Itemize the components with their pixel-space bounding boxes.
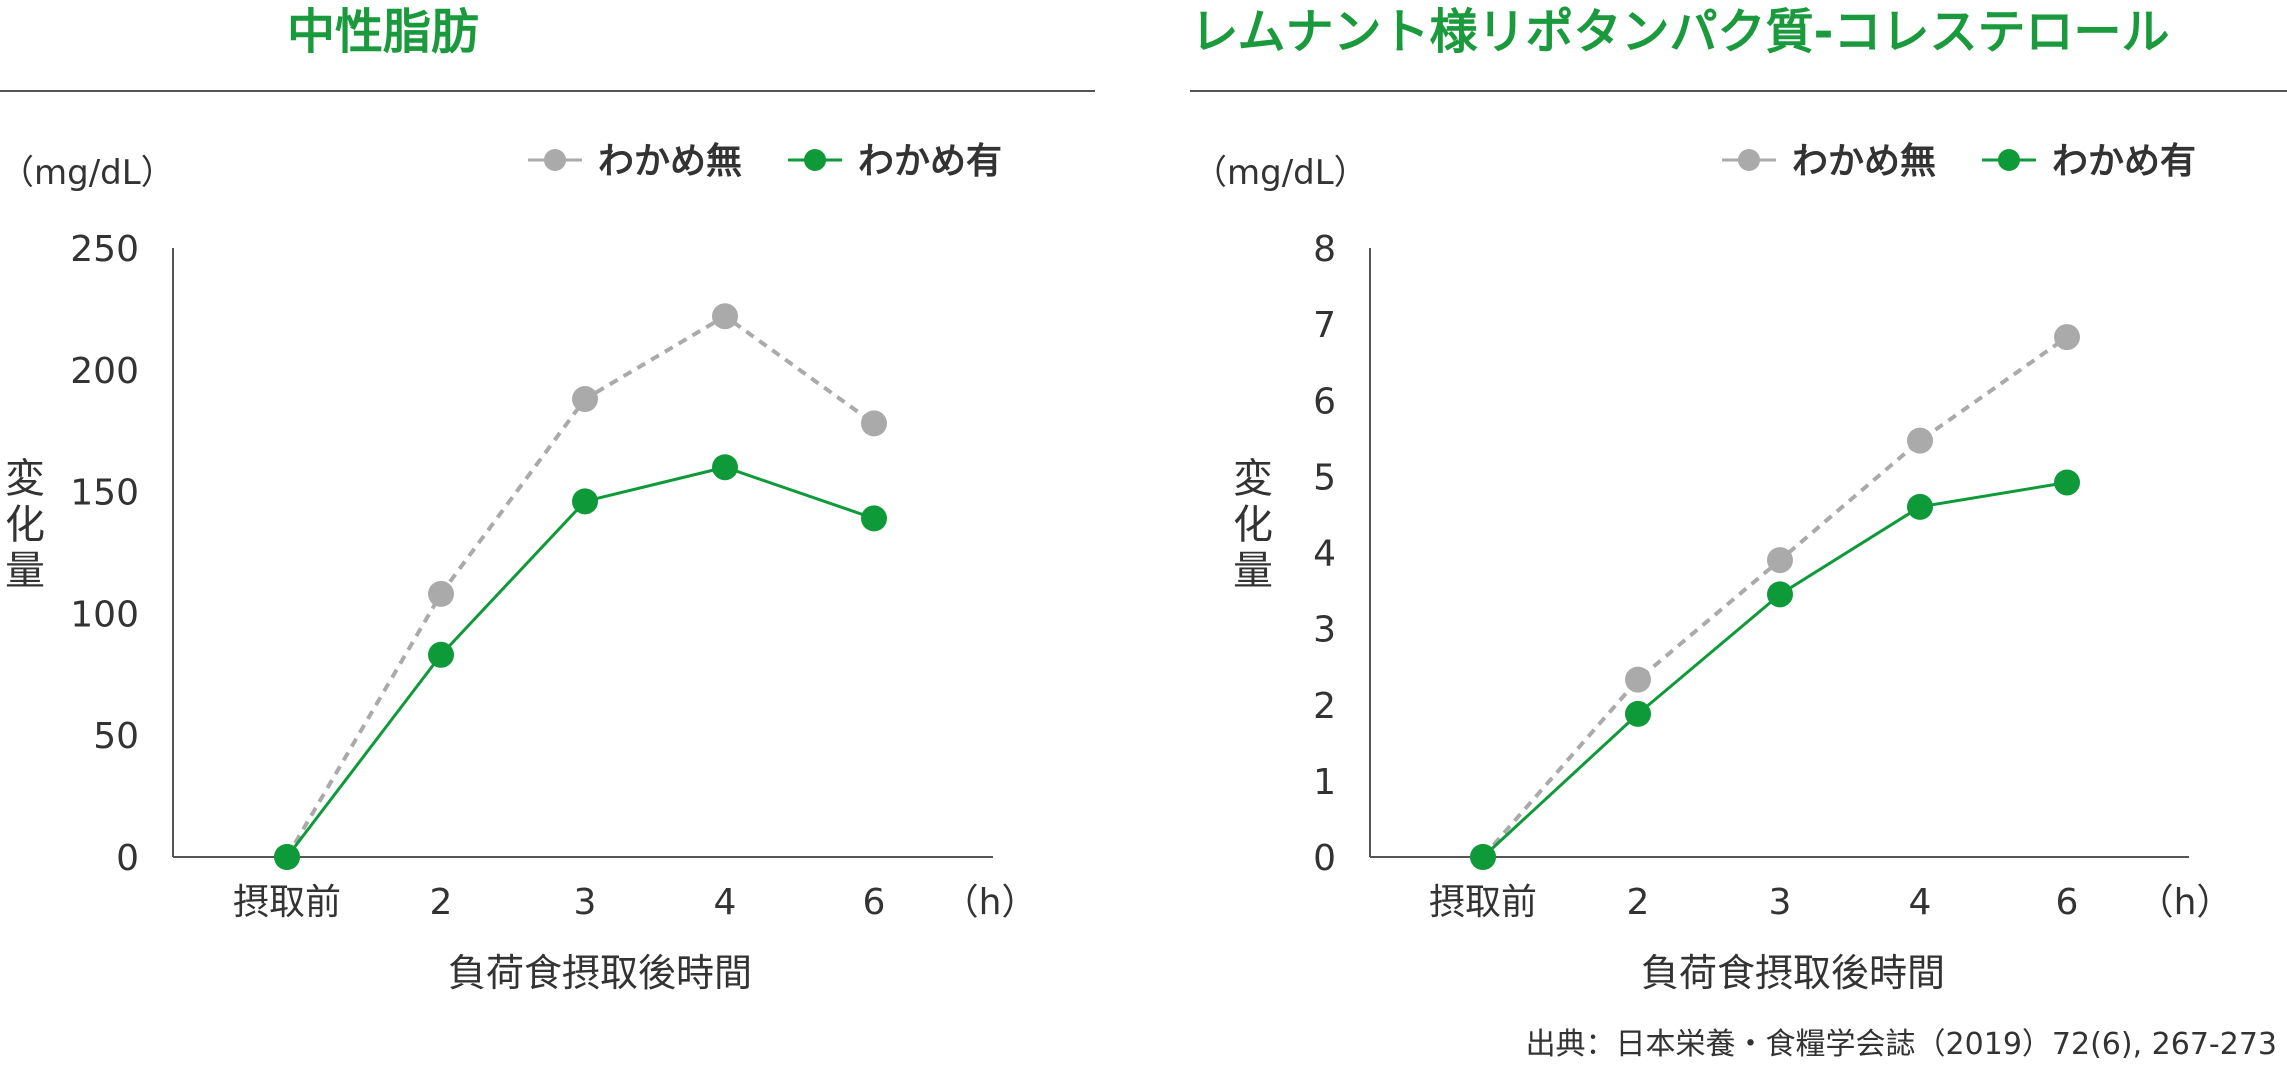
data-point-without: [572, 386, 598, 413]
x-tick-label: 4: [714, 882, 737, 923]
data-point-with: [1907, 493, 1933, 520]
chart-title: レムナント様リポタンパク質-コレステロール: [1191, 4, 2170, 60]
y-tick-label: 50: [93, 716, 139, 757]
y-axis-label-char: 変: [1233, 456, 1273, 502]
data-point-without: [1767, 547, 1793, 574]
data-point-with: [1625, 700, 1651, 727]
legend-marker: [1738, 149, 1760, 171]
y-tick-label: 100: [70, 594, 139, 635]
x-axis-label: 負荷食摂取後時間: [1641, 951, 1945, 995]
data-point-with: [712, 454, 738, 481]
source-citation: 出典：日本栄養・食糧学会誌（2019）72(6), 267-273: [1525, 1027, 2277, 1062]
chart-title: 中性脂肪: [287, 4, 479, 60]
series-line-with: [285, 465, 875, 858]
y-tick-label: 3: [1313, 610, 1336, 651]
x-axis-label: 負荷食摂取後時間: [448, 951, 752, 995]
y-tick-label: 0: [116, 838, 139, 879]
data-point-without: [1625, 666, 1651, 693]
x-tick-label: 3: [574, 882, 597, 923]
y-tick-label: 2: [1313, 686, 1336, 727]
legend-label: わかめ無: [598, 141, 742, 182]
x-tick-label: 6: [863, 882, 886, 923]
legend-marker: [1998, 149, 2020, 171]
data-point-with: [2054, 469, 2080, 496]
data-point-with: [1767, 581, 1793, 608]
y-tick-label: 0: [1313, 838, 1336, 879]
y-tick-label: 5: [1313, 457, 1336, 498]
y-unit-label: （mg/dL）: [0, 153, 175, 193]
x-unit-label: （h）: [943, 882, 1038, 923]
y-axis-label-char: 量: [5, 548, 45, 594]
legend-marker: [544, 149, 566, 171]
x-tick-label: 4: [1909, 882, 1932, 923]
y-tick-label: 8: [1313, 229, 1336, 270]
y-tick-label: 150: [70, 473, 139, 514]
x-tick-label: 3: [1769, 882, 1792, 923]
y-tick-label: 250: [70, 229, 139, 270]
x-tick-label: 2: [430, 882, 453, 923]
x-tick-label: 2: [1627, 882, 1650, 923]
data-point-with: [428, 641, 454, 668]
legend-label: わかめ有: [2052, 141, 2196, 182]
y-tick-label: 4: [1313, 534, 1336, 575]
y-axis-label-char: 化: [5, 502, 45, 548]
y-axis-label-char: 化: [1233, 502, 1273, 548]
data-point-with: [572, 488, 598, 515]
y-tick-label: 7: [1313, 305, 1336, 346]
data-point-without: [428, 580, 454, 607]
x-unit-label: （h）: [2138, 882, 2233, 923]
y-tick-label: 6: [1313, 381, 1336, 422]
x-tick-label: 摂取前: [233, 882, 341, 923]
data-point-with: [1470, 844, 1496, 870]
series-line-with: [1481, 480, 2068, 859]
data-point-without: [712, 303, 738, 330]
legend-label: わかめ無: [1792, 141, 1936, 182]
y-axis-label-char: 量: [1233, 548, 1273, 594]
y-axis-label-char: 変: [5, 456, 45, 502]
data-point-with: [861, 505, 887, 532]
x-tick-label: 6: [2056, 882, 2079, 923]
y-unit-label: （mg/dL）: [1193, 153, 1368, 193]
data-point-without: [2054, 324, 2080, 351]
y-tick-label: 200: [70, 351, 139, 392]
data-point-without: [861, 410, 887, 437]
legend-label: わかめ有: [858, 141, 1002, 182]
y-tick-label: 1: [1313, 762, 1336, 803]
data-point-with: [274, 844, 300, 870]
legend-marker: [804, 149, 826, 171]
x-tick-label: 摂取前: [1429, 882, 1537, 923]
data-point-without: [1907, 427, 1933, 454]
